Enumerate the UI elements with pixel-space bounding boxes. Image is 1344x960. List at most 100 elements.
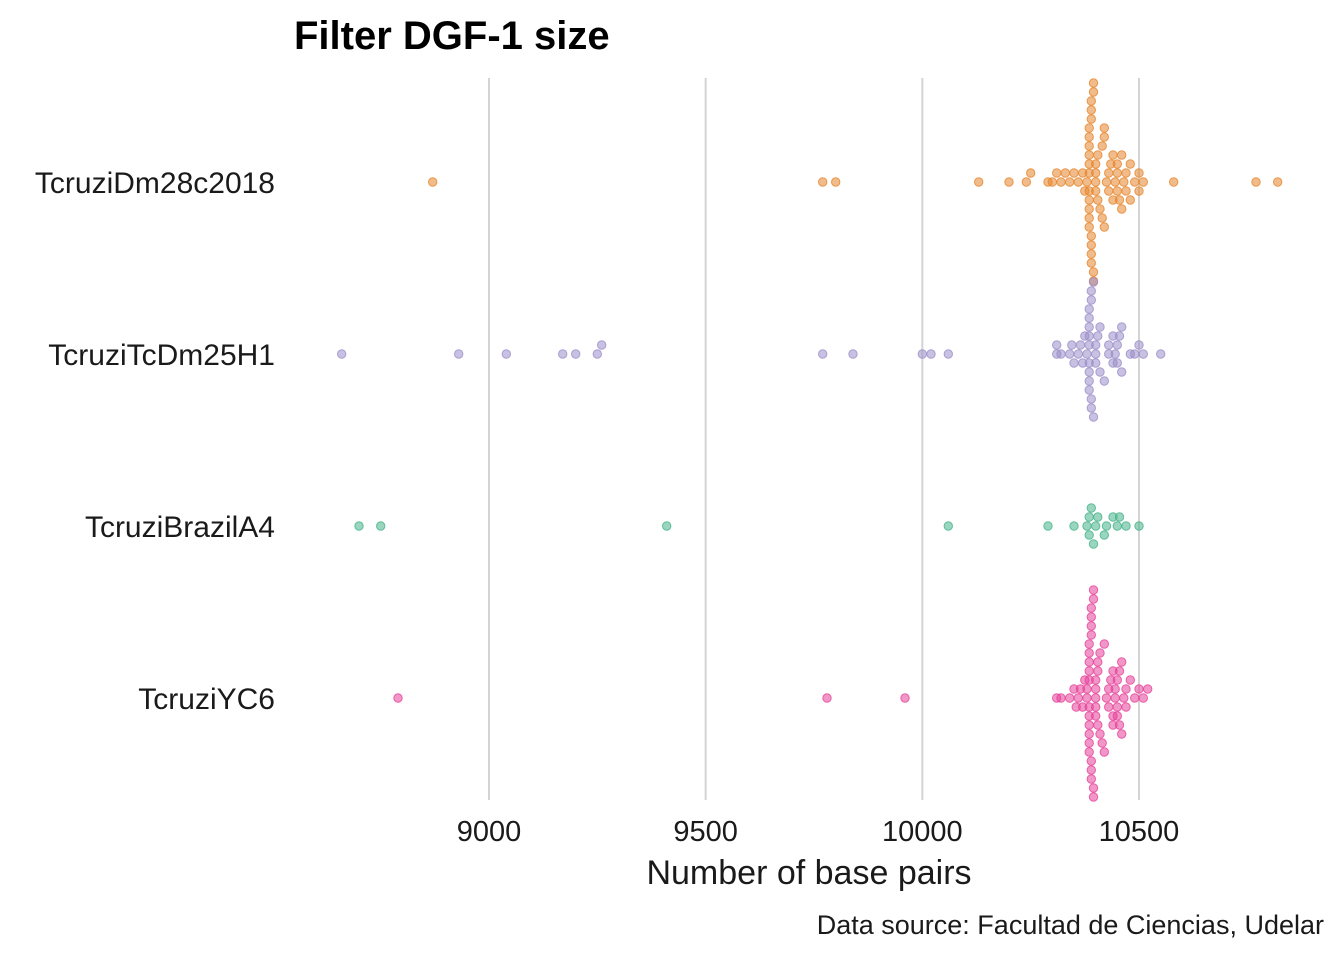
data-point bbox=[1052, 168, 1062, 178]
points-layer bbox=[337, 78, 1283, 802]
data-point bbox=[926, 349, 936, 359]
data-point bbox=[1086, 612, 1097, 622]
data-point bbox=[1130, 693, 1140, 703]
data-point bbox=[1121, 186, 1131, 196]
data-point bbox=[1099, 123, 1110, 133]
data-point bbox=[1082, 177, 1092, 187]
data-point bbox=[1143, 684, 1153, 694]
data-point bbox=[1114, 512, 1125, 522]
data-point bbox=[1112, 702, 1123, 712]
data-point bbox=[1086, 258, 1097, 268]
data-point bbox=[1052, 340, 1062, 350]
data-point bbox=[1086, 621, 1097, 631]
data-point bbox=[1069, 358, 1079, 368]
data-point bbox=[1117, 150, 1127, 160]
data-point bbox=[337, 349, 347, 359]
data-point bbox=[1084, 123, 1094, 133]
data-point bbox=[1110, 177, 1120, 187]
category-label: TcruziYC6 bbox=[138, 683, 275, 716]
data-point bbox=[1093, 150, 1103, 160]
category-label: TcruziTcDm25H1 bbox=[48, 339, 275, 372]
data-point bbox=[1084, 132, 1094, 142]
data-point bbox=[1073, 177, 1084, 187]
data-point bbox=[1095, 729, 1105, 739]
data-point bbox=[1112, 159, 1123, 169]
data-point bbox=[1095, 648, 1105, 658]
data-point bbox=[1069, 168, 1079, 178]
data-point bbox=[1086, 249, 1097, 259]
data-point bbox=[1112, 711, 1123, 721]
data-point bbox=[1084, 304, 1094, 314]
data-point bbox=[1084, 720, 1094, 730]
data-point bbox=[1086, 774, 1097, 784]
data-point bbox=[1110, 349, 1120, 359]
data-point bbox=[1065, 693, 1075, 703]
data-point bbox=[1086, 114, 1097, 124]
data-point bbox=[1095, 322, 1105, 332]
data-point bbox=[1114, 331, 1125, 341]
data-point bbox=[1114, 666, 1125, 676]
data-point bbox=[1091, 711, 1101, 721]
data-point bbox=[1075, 340, 1086, 350]
data-point bbox=[1047, 177, 1058, 187]
data-point bbox=[1112, 186, 1123, 196]
data-point bbox=[1056, 349, 1066, 359]
data-point bbox=[1088, 792, 1099, 802]
data-point bbox=[1088, 783, 1099, 793]
data-point bbox=[1056, 177, 1066, 187]
data-point bbox=[1093, 195, 1103, 205]
data-point bbox=[1095, 367, 1105, 377]
data-point bbox=[1086, 503, 1097, 513]
x-tick-labels: 9000 9500 10000 10500 bbox=[457, 816, 1180, 848]
data-point bbox=[1125, 675, 1136, 685]
data-point bbox=[1097, 141, 1107, 151]
data-point bbox=[1084, 195, 1094, 205]
data-point bbox=[943, 349, 953, 359]
data-point bbox=[831, 177, 841, 187]
data-point bbox=[1084, 376, 1094, 386]
category-label: TcruziBrazilA4 bbox=[85, 511, 275, 544]
data-point bbox=[1099, 747, 1110, 757]
data-point bbox=[1104, 186, 1114, 196]
data-point bbox=[1086, 630, 1097, 640]
data-point bbox=[1091, 168, 1101, 178]
data-point bbox=[1084, 204, 1094, 214]
data-point bbox=[354, 521, 364, 531]
data-point bbox=[662, 521, 672, 531]
data-point bbox=[1084, 213, 1094, 223]
data-point bbox=[943, 521, 953, 531]
data-point bbox=[1112, 168, 1123, 178]
data-point bbox=[1112, 675, 1123, 685]
data-point bbox=[900, 693, 910, 703]
data-point bbox=[1065, 349, 1075, 359]
data-point bbox=[1091, 358, 1101, 368]
data-point bbox=[1091, 349, 1101, 359]
data-point bbox=[1091, 186, 1101, 196]
category-label: TcruziDm28c2018 bbox=[35, 167, 275, 200]
data-point bbox=[1130, 349, 1140, 359]
data-point bbox=[1084, 141, 1094, 151]
data-point bbox=[1091, 177, 1101, 187]
x-tick-label: 10500 bbox=[1099, 816, 1180, 848]
data-point bbox=[1084, 648, 1094, 658]
chart-caption: Data source: Facultad de Ciencias, Udela… bbox=[817, 910, 1324, 940]
data-point bbox=[1084, 657, 1094, 667]
data-point bbox=[1088, 585, 1099, 595]
data-point bbox=[1114, 720, 1125, 730]
category-labels: TcruziDm28c2018 TcruziTcDm25H1 TcruziBrazi… bbox=[35, 167, 275, 716]
data-point bbox=[1086, 603, 1097, 613]
data-point bbox=[1251, 177, 1261, 187]
data-point bbox=[1112, 358, 1123, 368]
data-point bbox=[1004, 177, 1014, 187]
data-point bbox=[1099, 132, 1110, 142]
data-point bbox=[1110, 693, 1120, 703]
data-point bbox=[1069, 521, 1079, 531]
data-point bbox=[1084, 313, 1094, 323]
data-point bbox=[1138, 693, 1149, 703]
chart-title: Filter DGF-1 size bbox=[294, 14, 610, 58]
data-point bbox=[1084, 331, 1094, 341]
data-point bbox=[1117, 367, 1127, 377]
data-point bbox=[558, 349, 568, 359]
data-point bbox=[1101, 177, 1112, 187]
